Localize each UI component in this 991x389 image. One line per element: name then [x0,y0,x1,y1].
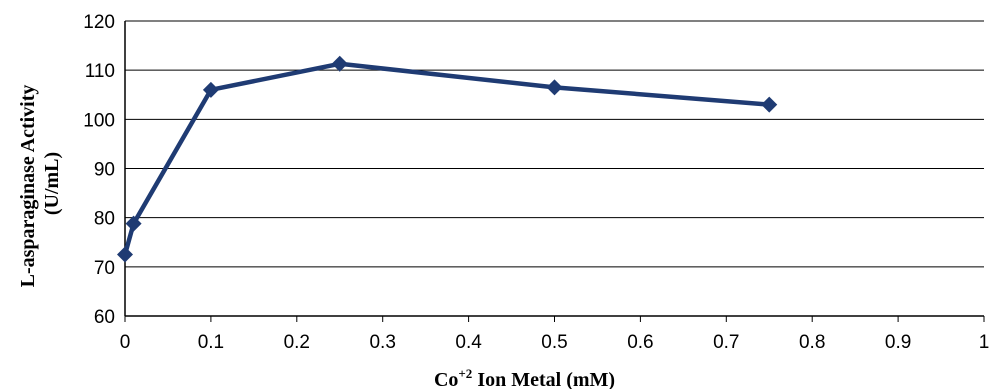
x-tick-label-0.6: 0.6 [627,332,653,353]
data-point-0.01 [125,215,142,232]
y-axis-title-line1: L-asparaginase Activity [17,85,39,288]
y-tick-labels: 60 70 80 90 100 110 120 [83,12,115,328]
y-axis-title: L-asparaginase Activity (U/mL) [17,80,63,288]
x-tick-label-0.2: 0.2 [284,332,310,353]
y-tick-label-120: 120 [83,12,115,33]
y-tick-label-90: 90 [94,160,115,181]
y-tick-label-100: 100 [83,110,115,131]
y-axis-title-line2: (U/mL) [41,152,63,215]
x-tick-label-0.1: 0.1 [198,332,224,353]
y-tick-label-60: 60 [94,307,115,328]
data-point-0.75 [761,96,778,113]
data-point-0.1 [202,81,219,98]
x-tick-marks [124,316,985,322]
x-tick-label-0.3: 0.3 [369,332,395,353]
x-tick-label-0.5: 0.5 [541,332,567,353]
y-tick-label-110: 110 [85,61,115,82]
x-tick-labels: 0 0.1 0.2 0.3 0.4 0.5 0.6 0.7 0.8 0.9 1 [120,332,990,353]
y-tick-label-70: 70 [94,258,115,279]
x-tick-label-0.9: 0.9 [885,332,911,353]
x-axis-title-superscript: +2 [458,366,472,381]
data-point-0.5 [546,79,563,96]
x-axis-title-main: Co [434,369,458,389]
x-axis-title: Co+2 Ion Metal (mM) [434,366,615,389]
data-series [117,55,778,263]
series-line-0 [122,61,770,256]
data-point-0.25 [331,55,348,72]
data-point-0 [117,246,133,263]
x-tick-label-0.8: 0.8 [799,332,825,353]
x-tick-label-0: 0 [120,332,131,353]
grid-lines [125,20,984,268]
x-tick-label-0.4: 0.4 [455,332,482,353]
x-tick-label-0.7: 0.7 [713,332,739,353]
x-tick-label-1: 1 [979,332,990,353]
y-tick-label-80: 80 [94,209,115,230]
x-axis-title-rest: Ion Metal (mM) [472,369,615,389]
